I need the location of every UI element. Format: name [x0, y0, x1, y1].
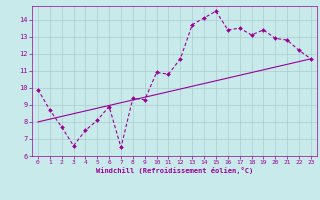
- X-axis label: Windchill (Refroidissement éolien,°C): Windchill (Refroidissement éolien,°C): [96, 167, 253, 174]
